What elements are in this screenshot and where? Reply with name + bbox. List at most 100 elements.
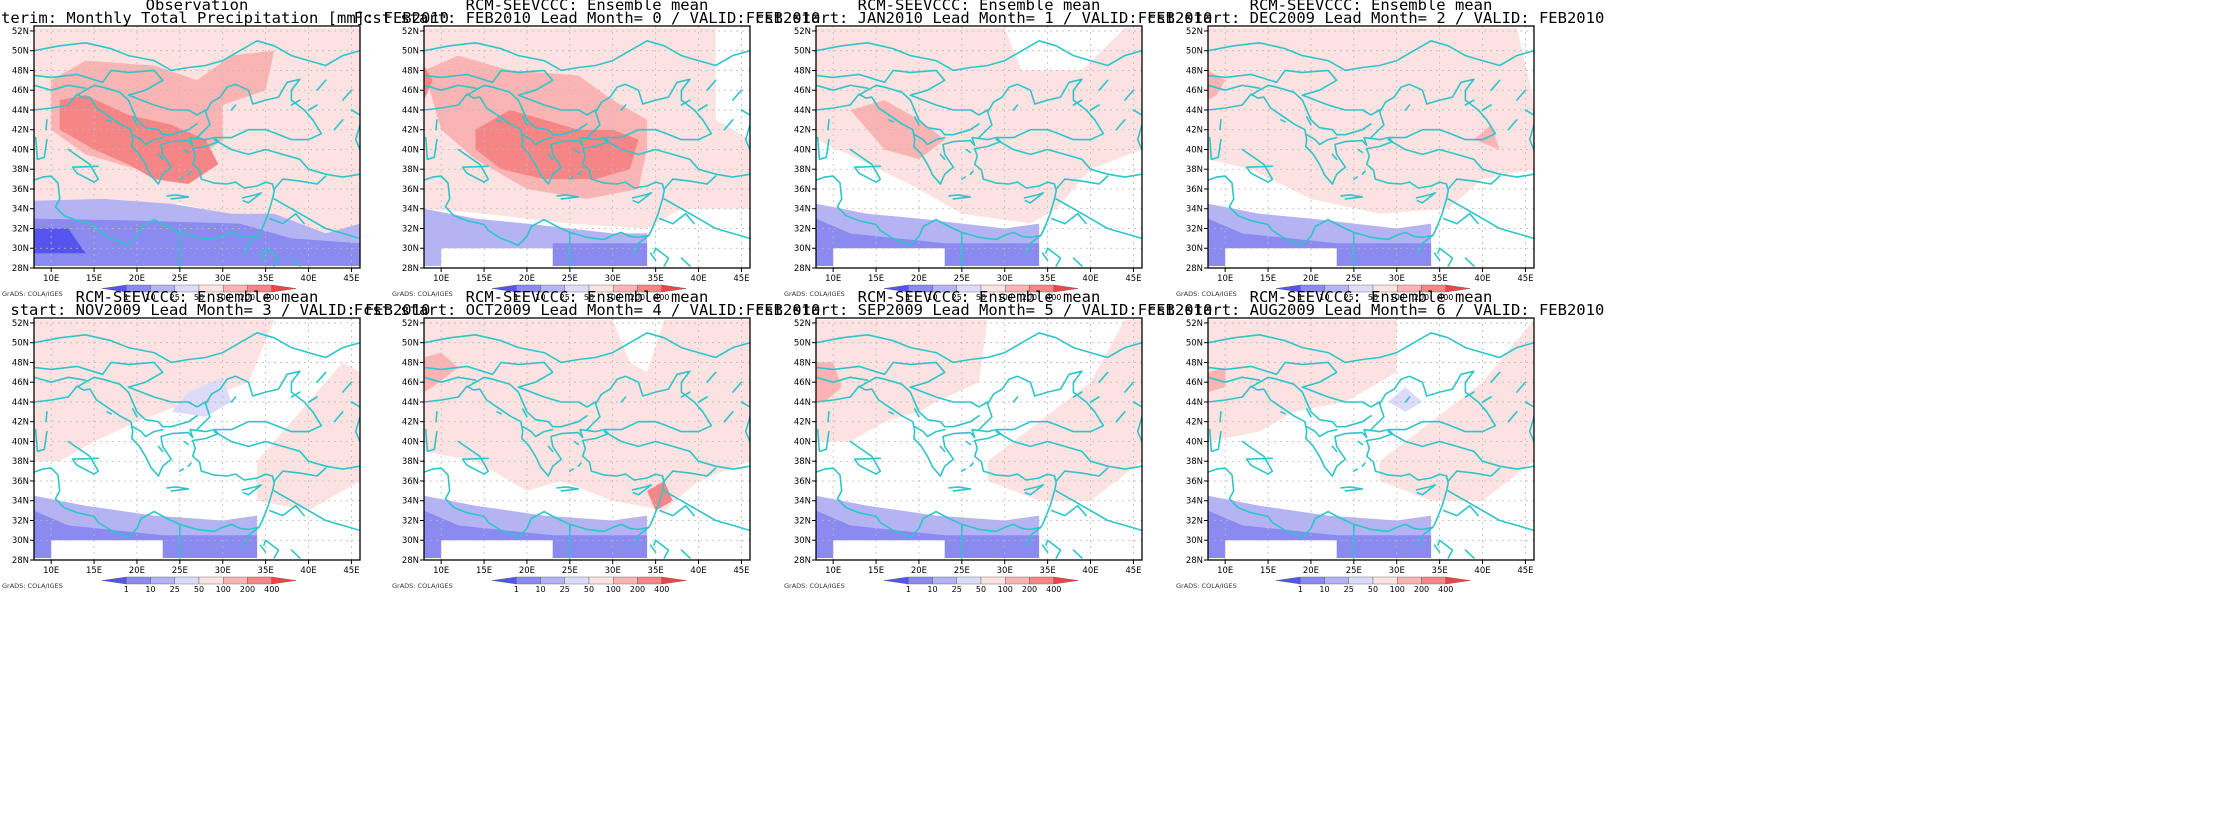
coastline [263, 539, 280, 559]
coastline [663, 490, 750, 532]
coastline [1404, 396, 1411, 403]
coastline [1331, 153, 1338, 161]
coastline [706, 371, 717, 384]
legend-label: 10 [145, 293, 155, 302]
lat-tick-label: 36N [794, 477, 811, 487]
coastline [680, 99, 691, 106]
coastline [1208, 93, 1449, 247]
legend-label: 50 [1368, 585, 1378, 594]
legend-label: 50 [1368, 293, 1378, 302]
lon-tick-label: 40E [300, 566, 316, 576]
coastline [913, 408, 920, 418]
lat-tick-label: 32N [794, 516, 811, 526]
map-area [34, 26, 360, 268]
coastline [1464, 549, 1475, 559]
coastline [663, 467, 717, 482]
lon-tick-label: 15E [1260, 274, 1276, 284]
coastline [1124, 89, 1135, 101]
coastline [649, 252, 657, 261]
coastline [1447, 198, 1534, 240]
coastline [1524, 401, 1534, 408]
coastline [76, 84, 198, 136]
coastline [354, 124, 360, 151]
legend-swatch [932, 576, 957, 585]
lat-tick-label: 38N [12, 457, 29, 467]
lon-tick-label: 25E [954, 566, 970, 576]
grads-credit: GrADS: COLA/IGES [1176, 290, 1237, 298]
coastline [1516, 89, 1527, 101]
coastline [858, 376, 980, 428]
coastline [653, 247, 670, 267]
coastline [1219, 410, 1222, 423]
coastline [131, 116, 138, 126]
lon-tick-label: 10E [1217, 274, 1233, 284]
color-legend: 1 10 25 50 100 200 400 [101, 576, 297, 594]
coastline [960, 468, 967, 472]
coastline [424, 331, 750, 364]
coastline [1208, 361, 1381, 408]
coastline [131, 408, 138, 418]
coastline [1208, 69, 1381, 116]
lat-tick-label: 42N [1186, 126, 1203, 136]
coastline [1132, 401, 1142, 408]
coastline [341, 89, 353, 101]
coastline [213, 430, 360, 470]
coastline [948, 194, 972, 200]
coastline [948, 486, 972, 492]
legend-swatch [1005, 576, 1030, 585]
lat-tick-label: 44N [402, 398, 419, 408]
lat-tick-label: 46N [794, 86, 811, 96]
lon-tick-label: 10E [43, 274, 59, 284]
legend-swatch [540, 576, 565, 585]
lon-tick-label: 25E [172, 566, 188, 576]
lon-tick-label: 15E [86, 274, 102, 284]
coastline [243, 526, 260, 547]
lat-tick-label: 28N [1186, 264, 1203, 274]
legend-label: 200 [630, 293, 645, 302]
coastline [1387, 138, 1534, 178]
coastline [849, 148, 882, 183]
map-area [34, 318, 360, 560]
lat-tick-label: 42N [1186, 418, 1203, 428]
lon-tick-label: 35E [1040, 274, 1056, 284]
lat-tick-label: 50N [402, 339, 419, 349]
coastline [1055, 198, 1142, 240]
lat-tick-label: 28N [794, 264, 811, 274]
lat-tick-label: 36N [1186, 477, 1203, 487]
coastline [269, 504, 306, 517]
lon-tick-label: 20E [519, 566, 535, 576]
coastline [1361, 170, 1366, 175]
precip-region [987, 320, 1142, 501]
precip-region [171, 377, 232, 417]
legend-label: 100 [1390, 293, 1405, 302]
lat-tick-label: 38N [794, 457, 811, 467]
coastline [978, 370, 1105, 433]
coastline [1208, 39, 1534, 72]
legend-label: 1 [1298, 293, 1303, 302]
no-data-region [51, 540, 163, 558]
coastline [1305, 425, 1338, 438]
legend-label: 25 [1344, 293, 1354, 302]
lat-tick-label: 34N [402, 497, 419, 507]
legend-label: 100 [1390, 585, 1405, 594]
lat-tick-label: 42N [794, 418, 811, 428]
legend-label: 400 [654, 293, 669, 302]
coastline [659, 212, 696, 225]
coastline [556, 486, 580, 492]
legend-label: 50 [194, 293, 204, 302]
lat-tick-label: 28N [12, 264, 29, 274]
coastline [731, 381, 743, 393]
coastline [1241, 440, 1274, 475]
coastline [1507, 119, 1518, 131]
lat-tick-label: 34N [794, 205, 811, 215]
legend-swatch [908, 576, 933, 585]
lat-tick-label: 40N [1186, 145, 1203, 155]
lat-tick-label: 36N [402, 185, 419, 195]
coastline [1357, 440, 1364, 446]
lat-tick-label: 32N [12, 516, 29, 526]
precip-region [59, 95, 219, 184]
legend-label: 100 [998, 293, 1013, 302]
precip-region [816, 320, 988, 442]
map-frame [1207, 317, 1535, 561]
